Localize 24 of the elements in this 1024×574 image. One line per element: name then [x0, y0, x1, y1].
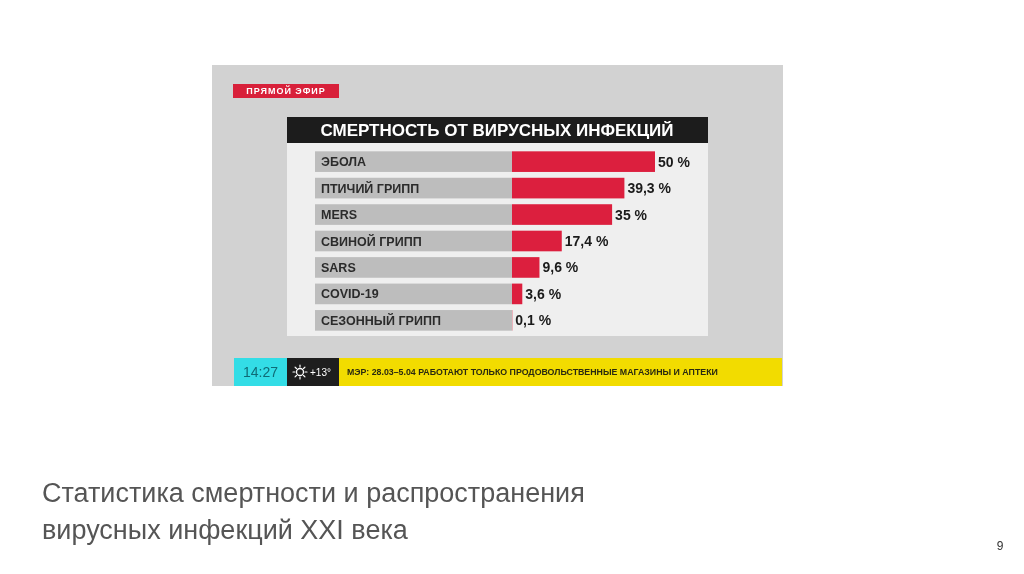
data-label: 9,6 %	[542, 259, 579, 276]
text: Статистика смертности и распространения вирусных инфекций XXI века	[42, 478, 585, 545]
y-tick-label: COVID-19	[321, 287, 379, 302]
bar	[512, 257, 540, 278]
y-tick-label: MERS	[321, 208, 358, 223]
chart-title: СМЕРТНОСТЬ ОТ ВИРУСНЫХ ИНФЕКЦИЙ	[320, 121, 674, 141]
bar	[512, 230, 562, 252]
data-label: 39,3 %	[627, 180, 672, 197]
y-tick-label: СЕЗОННЫЙ ГРИПП	[321, 312, 441, 328]
bar	[512, 283, 523, 305]
y-tick-label: ЭБОЛА	[321, 155, 367, 170]
y-tick-label: SARS	[321, 260, 356, 275]
data-label: 0,1 %	[515, 312, 552, 329]
y-tick-label: СВИНОЙ ГРИПП	[321, 233, 422, 249]
text: +13°	[310, 366, 331, 378]
text: 14:27	[242, 364, 279, 381]
data-label: 50 %	[658, 153, 691, 170]
data-label: 17,4 %	[564, 233, 609, 250]
data-label: 3,6 %	[525, 285, 562, 302]
data-label: 35 %	[615, 206, 648, 223]
y-tick-label: ПТИЧИЙ ГРИПП	[321, 180, 420, 196]
text: ПРЯМОЙ ЭФИР	[246, 85, 326, 97]
text: МЭР: 28.03–5.04 РАБОТАЮТ ТОЛЬКО ПРОДОВОЛЬСТВЕННЫЕ МАГАЗИНЫ И АПТЕКИ	[347, 367, 718, 378]
text: 9	[996, 539, 1004, 553]
